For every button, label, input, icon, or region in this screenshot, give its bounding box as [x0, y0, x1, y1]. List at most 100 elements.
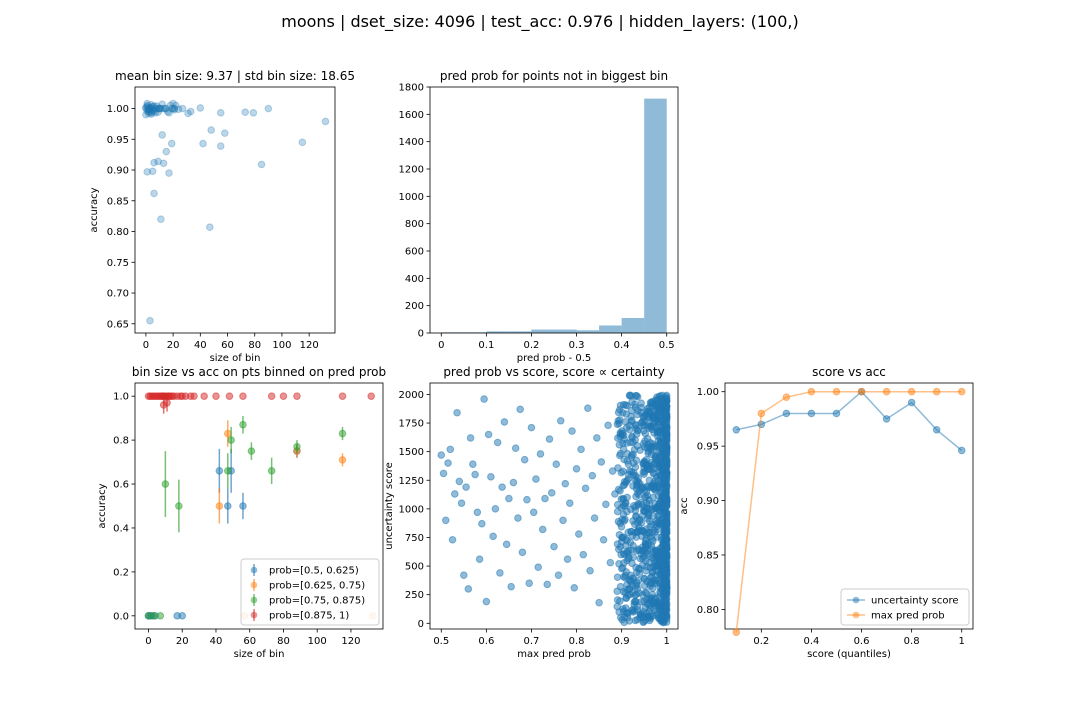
y-tick-label: 0.6	[113, 480, 129, 491]
data-point	[149, 612, 158, 620]
axes-frame	[429, 382, 679, 630]
scatter-point	[623, 449, 632, 458]
scatter-point	[455, 477, 464, 486]
panel-binned-accuracy: 0 20 40 60 80 100 120 0.0 0.2 0.4 0.6 0.8 1.0 bin si…	[97, 365, 386, 660]
y-tick-label: 1.00	[697, 387, 719, 398]
scatter-point	[660, 529, 669, 538]
x-tick-label: 1	[959, 636, 965, 647]
y-tick-label: 1000	[399, 504, 424, 515]
scatter-point	[457, 499, 466, 507]
y-tick-label: 0.70	[107, 289, 129, 300]
scatter-point	[565, 499, 574, 507]
y-tick-label: 600	[405, 247, 424, 258]
scatter-point	[642, 566, 651, 575]
scatter-point	[545, 435, 554, 443]
data-point	[223, 467, 232, 475]
scatter-point	[493, 438, 502, 447]
scatter-point	[575, 530, 583, 538]
legend-box	[840, 588, 970, 626]
x-tick-label: 0.2	[753, 636, 769, 647]
legend-label: max pred prob	[871, 611, 945, 622]
scatter-point	[661, 494, 669, 503]
scatter-point	[147, 109, 156, 117]
scatter-point	[547, 489, 556, 497]
scatter-point	[641, 543, 650, 551]
series-point	[882, 415, 891, 423]
plot-area-pred-prob-histogram: 0 0.1 0.2 0.3 0.4 0.5 0 200 400 600 800 1000 1200 140…	[399, 83, 679, 351]
scatter-point	[170, 104, 179, 113]
scatter-point	[619, 481, 628, 490]
scatter-point	[152, 102, 161, 110]
scatter-point	[536, 450, 545, 458]
scatter-point	[628, 433, 636, 442]
scatter-point	[489, 532, 497, 541]
y-tick-label: 0.95	[107, 135, 129, 146]
y-tick-label: 0.4	[113, 523, 129, 534]
scatter-point	[154, 108, 162, 117]
scatter-point	[640, 575, 649, 583]
panel-title-bin-size-accuracy: mean bin size: 9.37 | std bin size: 18.6…	[115, 69, 355, 83]
scatter-point	[658, 563, 667, 572]
scatter-point	[627, 546, 636, 554]
scatter-point	[662, 391, 671, 400]
y-tick-label: 400	[405, 274, 424, 285]
scatter-point	[595, 598, 603, 607]
scatter-point	[636, 498, 645, 507]
scatter-point	[633, 528, 642, 536]
series-point	[957, 387, 966, 396]
x-tick-label: 120	[300, 340, 319, 351]
scatter-point	[651, 464, 660, 473]
series-point	[757, 420, 766, 429]
scatter-point	[148, 102, 157, 111]
scatter-point	[630, 607, 639, 615]
legend-label: prob=[0.625, 0.75)	[269, 581, 365, 592]
scatter-point	[444, 459, 452, 467]
scatter-point	[615, 440, 624, 449]
scatter-point	[502, 540, 511, 549]
x-tick-label: 0.4	[614, 340, 630, 351]
scatter-point	[155, 104, 164, 113]
scatter-point	[550, 542, 558, 551]
axes-frame	[134, 86, 336, 334]
scatter-point	[241, 108, 250, 117]
scatter-point	[631, 463, 640, 471]
y-tick-label: 1600	[399, 110, 424, 121]
scatter-point	[662, 604, 670, 612]
scatter-point	[652, 504, 661, 513]
series-point	[832, 409, 841, 418]
y-tick-label: 1.0	[113, 392, 129, 403]
data-point	[267, 392, 276, 400]
scatter-point	[462, 483, 470, 491]
data-point	[239, 502, 247, 510]
scatter-point	[439, 469, 448, 478]
scatter-point	[649, 598, 658, 606]
scatter-point	[516, 405, 524, 414]
scatter-point	[163, 107, 172, 116]
scatter-point	[652, 423, 661, 432]
y-tick-label: 500	[405, 562, 424, 573]
scatter-point	[640, 443, 649, 451]
scatter-point	[257, 160, 266, 169]
scatter-point	[146, 316, 154, 325]
y-tick-label: 0.90	[697, 496, 719, 507]
scatter-point	[144, 105, 153, 114]
scatter-point	[487, 473, 495, 481]
scatter-point	[614, 545, 623, 554]
scatter-point	[645, 517, 654, 525]
panel-bin-size-accuracy: 0 20 40 60 80 100 120 0.65 0.70 0.75 0.80 0.85 0.90 0…	[89, 69, 355, 364]
scatter-point	[482, 597, 491, 606]
legend-entry-prob-0: prob=[0.5, 0.625)	[250, 564, 359, 577]
scatter-point	[642, 525, 651, 533]
scatter-point	[652, 546, 660, 555]
y-tick-label: 1800	[399, 83, 424, 94]
panel-pred-prob-vs-score: 0.5 0.6 0.7 0.8 0.9 1 0 250 500 750 1000 1250 1500 17…	[384, 365, 679, 660]
scatter-point	[151, 109, 160, 117]
scatter-point	[507, 582, 515, 591]
scatter-point	[143, 102, 152, 111]
scatter-point	[464, 585, 473, 593]
series-point	[907, 387, 916, 396]
scatter-point	[586, 566, 594, 575]
data-point	[175, 502, 183, 510]
scatter-point	[656, 589, 665, 598]
